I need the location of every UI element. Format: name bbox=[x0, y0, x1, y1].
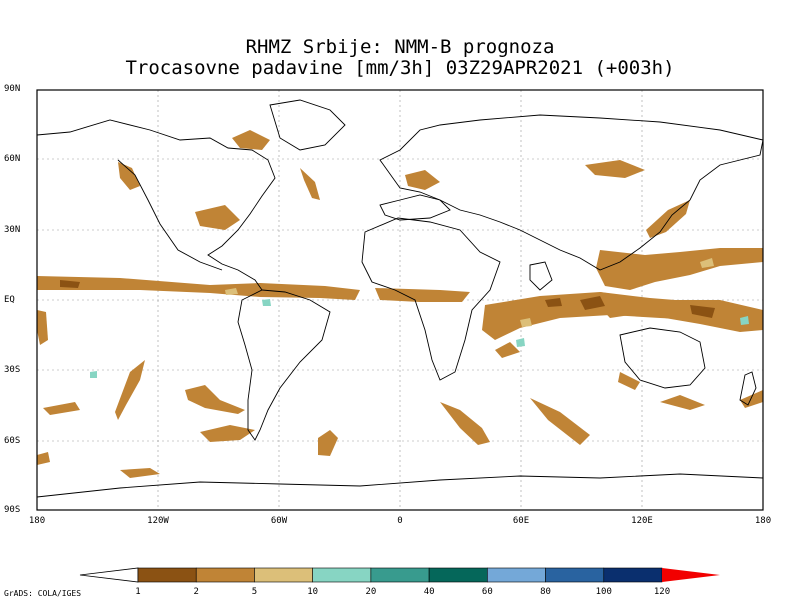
colorbar-swatch bbox=[312, 567, 372, 583]
colorbar-swatch bbox=[195, 567, 255, 583]
colorbar-tick-label: 5 bbox=[251, 587, 258, 597]
colorbar-tick-label: 60 bbox=[481, 587, 493, 597]
lon-label-180w: 180 bbox=[28, 516, 46, 526]
colorbar-swatch bbox=[603, 567, 663, 583]
colorbar-swatch bbox=[487, 567, 546, 583]
colorbar-tick-label: 20 bbox=[365, 587, 377, 597]
colorbar-arrow-high bbox=[662, 568, 720, 582]
lat-label-90n: 90N bbox=[4, 84, 21, 94]
colorbar-tick-label: 80 bbox=[540, 587, 551, 597]
colorbar-tick-label: 10 bbox=[307, 587, 319, 597]
lon-label-120w: 120W bbox=[147, 516, 169, 526]
colorbar-tick-label: 2 bbox=[193, 587, 199, 597]
colorbar-swatch bbox=[254, 567, 313, 583]
lat-label-60s: 60S bbox=[4, 436, 21, 446]
lat-label-60n: 60N bbox=[4, 154, 21, 164]
lon-label-60w: 60W bbox=[270, 516, 288, 526]
lat-label-30s: 30S bbox=[4, 365, 21, 375]
colorbar-swatch bbox=[428, 567, 488, 583]
colorbar-swatch bbox=[545, 567, 605, 583]
map-title-line1: RHMZ Srbije: NMM-B prognoza bbox=[245, 36, 555, 58]
lon-label-180e: 180 bbox=[754, 516, 772, 526]
colorbar-tick-label: 40 bbox=[423, 587, 435, 597]
lat-label-90s: 90S bbox=[4, 505, 21, 515]
coastlines bbox=[36, 99, 764, 498]
map-title-line2: Trocasovne padavine [mm/3h] 03Z29APR2021… bbox=[125, 57, 675, 79]
lon-label-0: 0 bbox=[397, 516, 403, 526]
colorbar-tick-label: 1 bbox=[135, 587, 141, 597]
map-frame bbox=[36, 89, 764, 511]
precipitation-areas bbox=[37, 130, 763, 478]
lat-label-30n: 30N bbox=[4, 225, 21, 235]
colorbar-arrow-low bbox=[79, 567, 139, 583]
colorbar-tick-label: 100 bbox=[595, 587, 612, 597]
lon-label-60e: 60E bbox=[512, 516, 530, 526]
colorbar-legend bbox=[79, 567, 720, 583]
lon-label-120e: 120E bbox=[631, 516, 653, 526]
lat-label-eq: EQ bbox=[4, 295, 15, 305]
credit-text: GrADS: COLA/IGES bbox=[4, 589, 82, 598]
colorbar-swatch bbox=[137, 567, 197, 583]
colorbar-swatch bbox=[370, 567, 430, 583]
colorbar-tick-label: 120 bbox=[653, 587, 671, 597]
